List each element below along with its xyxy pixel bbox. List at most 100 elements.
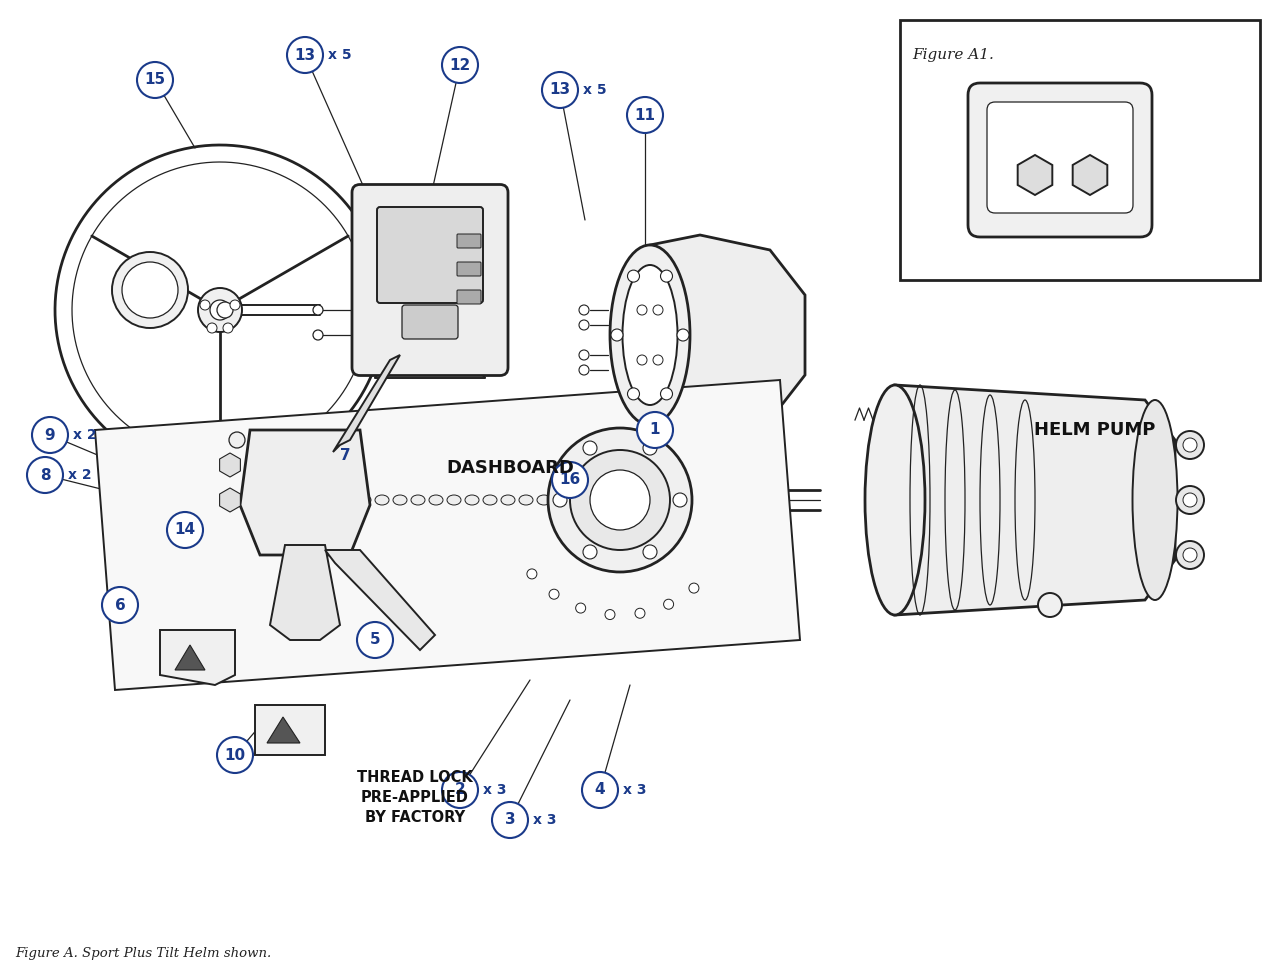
Circle shape (1176, 541, 1204, 569)
Ellipse shape (573, 495, 588, 505)
Ellipse shape (483, 495, 497, 505)
Text: 13: 13 (549, 83, 571, 98)
Circle shape (627, 388, 640, 400)
Text: 11: 11 (635, 107, 655, 123)
Circle shape (643, 441, 657, 455)
Text: 13: 13 (294, 48, 316, 62)
Text: x 5: x 5 (582, 83, 607, 97)
Polygon shape (255, 705, 325, 755)
Text: 6: 6 (115, 598, 125, 612)
Text: 7: 7 (1235, 43, 1245, 58)
Ellipse shape (339, 495, 353, 505)
Polygon shape (241, 430, 370, 555)
Ellipse shape (321, 495, 335, 505)
Circle shape (198, 288, 242, 332)
Ellipse shape (591, 495, 605, 505)
Ellipse shape (357, 495, 371, 505)
Circle shape (582, 441, 596, 455)
Text: x 5: x 5 (328, 48, 352, 62)
Circle shape (689, 583, 699, 593)
Circle shape (579, 350, 589, 360)
FancyBboxPatch shape (457, 290, 481, 304)
Circle shape (1176, 486, 1204, 514)
Ellipse shape (303, 495, 317, 505)
Ellipse shape (447, 495, 461, 505)
Circle shape (1080, 165, 1100, 185)
Text: x 2: x 2 (68, 468, 92, 482)
Circle shape (27, 457, 63, 493)
Ellipse shape (375, 495, 389, 505)
Circle shape (1038, 593, 1062, 617)
Circle shape (1062, 147, 1117, 203)
Ellipse shape (538, 495, 550, 505)
Circle shape (549, 589, 559, 600)
Circle shape (1183, 548, 1197, 562)
FancyBboxPatch shape (457, 262, 481, 276)
Circle shape (1183, 438, 1197, 452)
Circle shape (492, 802, 529, 838)
Circle shape (627, 270, 640, 282)
Text: x 3: x 3 (623, 783, 646, 797)
Circle shape (582, 772, 618, 808)
Polygon shape (1018, 155, 1052, 195)
Text: 3: 3 (504, 812, 516, 828)
Polygon shape (220, 488, 241, 512)
Circle shape (579, 320, 589, 330)
Text: HELM PUMP: HELM PUMP (1034, 421, 1156, 439)
Text: 14: 14 (174, 523, 196, 537)
Polygon shape (325, 550, 435, 650)
Circle shape (570, 450, 669, 550)
Ellipse shape (611, 245, 690, 425)
Polygon shape (270, 545, 340, 640)
FancyBboxPatch shape (378, 207, 483, 303)
Circle shape (590, 470, 650, 530)
Ellipse shape (465, 495, 479, 505)
Circle shape (102, 587, 138, 623)
Polygon shape (742, 480, 782, 520)
Text: Figure A. Sport Plus Tilt Helm shown.: Figure A. Sport Plus Tilt Helm shown. (15, 947, 271, 960)
Circle shape (1222, 32, 1258, 68)
Circle shape (297, 477, 314, 493)
Circle shape (166, 512, 204, 548)
Circle shape (1007, 147, 1062, 203)
Text: THREAD LOCK
PRE-APPLIED
BY FACTORY: THREAD LOCK PRE-APPLIED BY FACTORY (357, 770, 472, 825)
Ellipse shape (622, 265, 677, 405)
Polygon shape (333, 355, 399, 452)
Circle shape (442, 772, 477, 808)
Circle shape (268, 447, 343, 523)
Text: 1: 1 (650, 422, 660, 438)
Circle shape (643, 545, 657, 559)
Circle shape (611, 329, 623, 341)
Circle shape (1176, 431, 1204, 459)
Circle shape (1183, 493, 1197, 507)
Ellipse shape (393, 495, 407, 505)
Ellipse shape (609, 495, 623, 505)
Circle shape (663, 600, 673, 609)
Circle shape (605, 609, 614, 619)
Circle shape (1025, 165, 1044, 185)
Circle shape (113, 252, 188, 328)
Text: x 3: x 3 (483, 783, 507, 797)
Circle shape (297, 460, 307, 470)
Circle shape (210, 300, 230, 320)
Circle shape (548, 428, 692, 572)
Text: 4: 4 (595, 783, 605, 798)
Text: x 2: x 2 (73, 428, 96, 442)
Circle shape (442, 47, 477, 83)
Polygon shape (268, 717, 300, 743)
Text: 7: 7 (339, 448, 351, 462)
Circle shape (637, 412, 673, 448)
Circle shape (285, 465, 325, 505)
Circle shape (541, 72, 579, 108)
Circle shape (576, 604, 586, 613)
Circle shape (207, 323, 218, 333)
FancyBboxPatch shape (402, 305, 458, 339)
Polygon shape (1073, 155, 1107, 195)
Circle shape (552, 462, 588, 498)
Text: 8: 8 (40, 467, 50, 483)
Text: 15: 15 (145, 72, 165, 88)
Circle shape (326, 437, 364, 473)
Circle shape (527, 569, 536, 579)
Circle shape (635, 608, 645, 618)
Circle shape (677, 329, 689, 341)
